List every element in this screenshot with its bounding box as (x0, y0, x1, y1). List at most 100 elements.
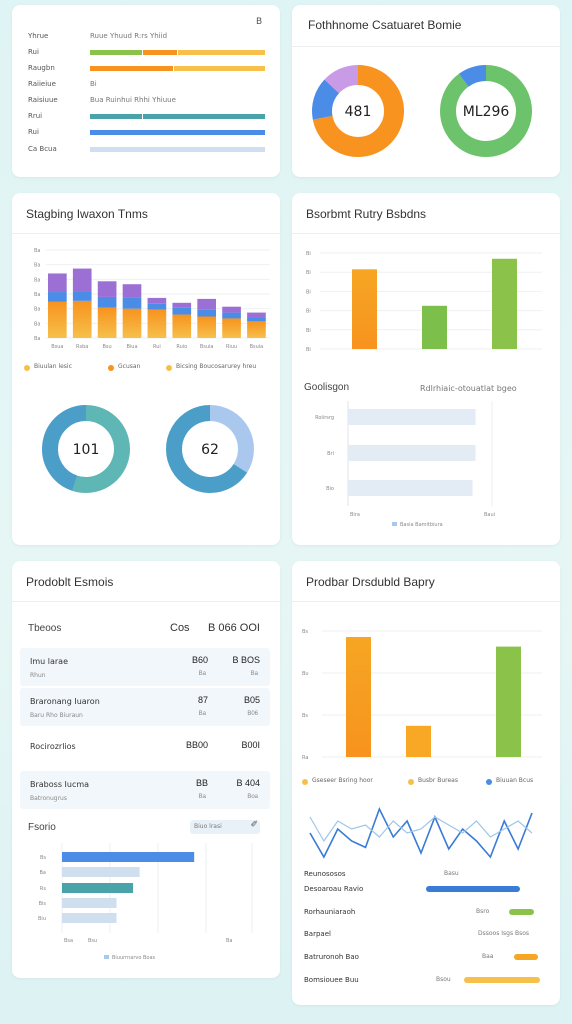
row-value: Bsro (476, 908, 490, 915)
progress-bar (425, 886, 520, 892)
stacked-bar-segment (197, 298, 216, 310)
row-value-1: BB (195, 778, 208, 788)
legend-dot (24, 365, 30, 371)
stacked-card: Stagbing Iwaxon Tnms Ba Ba Ba Ba Ba Ba Ba Bsua R… (12, 193, 280, 545)
y-tick-label: Ba (40, 870, 47, 876)
legend-label: Gseseer Bsring hoor (312, 777, 373, 784)
table-row[interactable]: Braronang Iuaron Baru Rho Biuraun 87 B05 Ba B… (20, 688, 270, 726)
stacked-bar-segment (222, 306, 241, 313)
bar (352, 269, 377, 349)
y-tick-label: Ba (34, 336, 41, 342)
stacked-bar-segment (72, 291, 92, 301)
donut-charts: 481 ML296 (312, 65, 532, 157)
horizontal-bar (62, 913, 117, 923)
x-tick-label: Riuu (226, 344, 237, 350)
row-subvalue-1: Ba (198, 711, 206, 717)
card-title: Prodbar Drsdubld Bapry (306, 575, 435, 589)
row-value: Bsou (436, 976, 451, 983)
edit-icon: ✐ (250, 820, 258, 830)
divider (292, 233, 560, 234)
section-badge[interactable]: Biuo lrasi ✐ (190, 820, 260, 834)
progress-bar (513, 954, 538, 960)
stacked-bar-segment (97, 296, 117, 308)
y-tick-label: Bi (306, 347, 311, 353)
donut-slice (42, 405, 87, 491)
legend-label: Busbr Bureas (418, 777, 458, 784)
row-label: Braronang Iuaron (30, 697, 100, 706)
x-tick-label: Bsu (88, 938, 97, 944)
divider (12, 233, 280, 234)
table-row[interactable]: Imu larae Rhun B60 B BOS Ba Ba (20, 648, 270, 686)
donut-center-value: ML296 (463, 104, 510, 120)
progress-segment (174, 66, 265, 71)
x-tick-label: Baui (484, 512, 495, 518)
progress-segment (90, 130, 265, 135)
x-tick-label: Biua (126, 344, 137, 350)
row-value-2: B BOS (232, 655, 260, 665)
row-label: Yhrue (28, 32, 49, 40)
y-tick-label: Bi (306, 328, 311, 334)
horizontal-bar (348, 409, 476, 425)
row-label: Batruronoh Bao (304, 953, 359, 961)
stacked-bar-segment (72, 268, 92, 292)
row-label: Imu larae (30, 657, 69, 666)
row-sublabel: Rhun (30, 672, 46, 679)
y-tick-label: Bs (40, 855, 46, 861)
y-tick-label: Bri (327, 451, 334, 457)
row-sublabel: Baru Rho Biuraun (30, 712, 83, 719)
donut-chart-2: ML296 (440, 65, 532, 157)
bar (492, 258, 517, 349)
y-tick-label: Bis (39, 901, 47, 907)
stacked-bar-segment (48, 292, 67, 302)
stacked-bar-chart: Ba Ba Ba Ba Ba Ba Ba Bsua Rsba Bsu Biua Rui Ruio Bsui… (34, 248, 270, 350)
stacked-bar-segment (147, 297, 167, 304)
donut-center-value: 481 (345, 104, 372, 120)
table-header-col2: B 066 OOI (208, 622, 260, 634)
section-title: Goolisgon (304, 382, 350, 393)
row-subvalue-2: B06 (247, 711, 258, 717)
card-title: Bsorbmt Rutry Bsbdns (306, 207, 427, 221)
x-tick-label: Bsuia (200, 344, 214, 350)
card-title: Fothhnome Csatuaret Bomie (308, 18, 462, 32)
legend-label: Biuurrnarvo Boas (112, 955, 156, 961)
progress-bar (464, 977, 540, 983)
trend-card: Prodbar Drsdubld Bapry Bs Bu Bs Ra Gseseer … (292, 561, 560, 1005)
y-tick-label: Ba (34, 292, 41, 298)
legend-label: Gcusan (118, 363, 141, 370)
row-label: Raisiuue (28, 96, 58, 104)
legend-dot (166, 365, 172, 371)
x-tick-label: Bsua (51, 344, 63, 350)
row-label: Ca Bcua (28, 145, 57, 153)
y-tick-label: Bio (326, 486, 334, 492)
progress-segment (142, 114, 265, 119)
table-header-label: Tbeoos (28, 623, 62, 634)
bar-chart: Bi Bi Bi Bi Bi Bi (306, 251, 542, 353)
donut-slice (312, 79, 340, 120)
donut-chart-1: 101 (42, 405, 130, 493)
stacked-bar-segment (197, 316, 216, 338)
stacked-bar-segment (147, 309, 167, 338)
y-tick-label: Bi (306, 251, 311, 257)
legend-label: Biuulan lesic (34, 363, 72, 370)
row-label: Raugbn (28, 64, 55, 72)
corner-label: B (256, 17, 263, 27)
horizontal-bar (348, 480, 473, 496)
y-tick-label: Bi (306, 289, 311, 295)
stacked-bar-segment (222, 318, 241, 338)
legend-swatch (104, 955, 109, 959)
legend-label: Bicsing Boucosarurey hreu (176, 363, 257, 370)
y-tick-label: Bs (302, 713, 308, 719)
x-tick-label: Bsa (64, 938, 73, 944)
horizontal-bar (62, 898, 117, 908)
stacked-bar-segment (97, 281, 117, 297)
divider (292, 601, 560, 602)
x-tick-label: Bsu (103, 344, 112, 350)
row-label: Rocirozrlios (30, 742, 76, 751)
row-text: Bi (90, 80, 97, 88)
y-tick-label: Ba (34, 321, 41, 327)
y-tick-label: Ra (302, 755, 308, 761)
table-row[interactable]: Rocirozrlios BB00 B00I (20, 734, 270, 760)
table-row[interactable]: Braboss Iucma Batronugrus BB B 404 Ba Boa (20, 771, 270, 809)
y-tick-label: Ba (34, 277, 41, 283)
table-header-col1: Cos (170, 622, 190, 634)
